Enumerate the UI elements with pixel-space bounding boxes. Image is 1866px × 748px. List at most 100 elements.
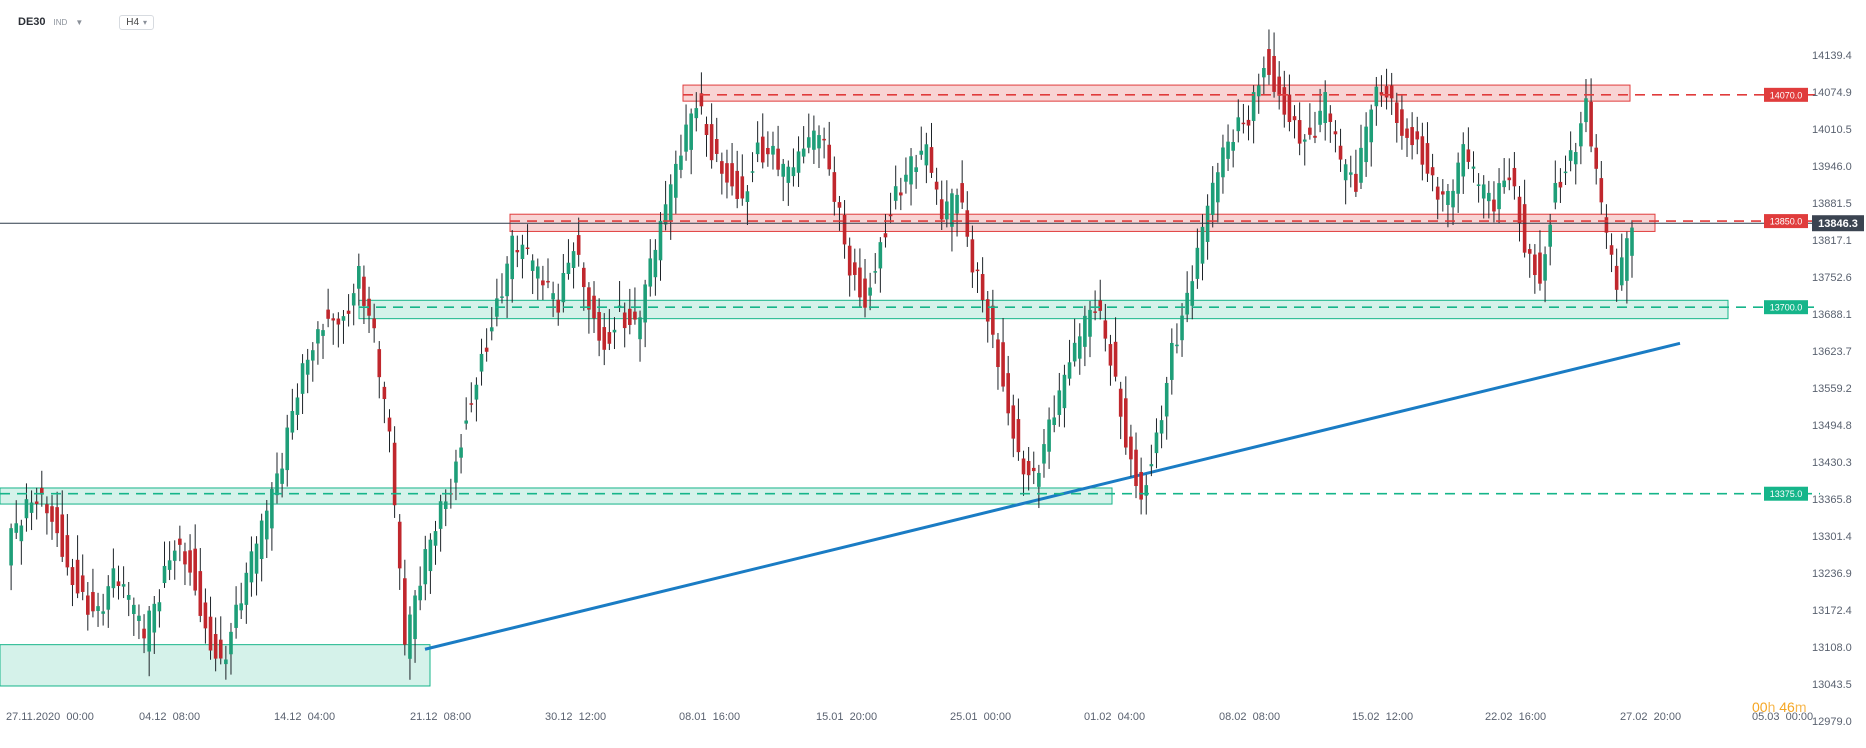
candle [924,144,929,166]
candle [500,296,504,298]
candle [1072,342,1077,362]
candle [801,148,806,157]
candle [1487,192,1491,202]
candle [1441,191,1445,195]
candle [1354,173,1358,192]
candle [1512,167,1517,187]
candle [254,543,259,574]
candle [1272,55,1276,92]
support-13375-label: 13375.0 [1770,489,1803,499]
candle [745,191,750,202]
x-tick-label: 22.02 16:00 [1485,711,1546,723]
candle [377,349,382,378]
level-zones [0,84,1729,687]
candle [1190,281,1195,306]
candle [357,265,361,289]
chevron-down-icon[interactable]: ▼ [75,17,84,27]
candle [551,293,555,300]
candle [1057,390,1062,415]
candle [1001,342,1005,387]
candle [1630,227,1634,256]
candle [1267,49,1271,75]
resistance-13850-label: 13850.0 [1770,217,1803,227]
candle [1425,143,1430,174]
candle [9,528,13,566]
candle [433,531,438,546]
candle [576,235,581,255]
candle [326,309,330,319]
candle [408,614,412,659]
countdown-minutes: 46 [1779,699,1795,715]
candle [776,148,780,170]
candle [65,535,70,568]
candle [766,147,770,155]
candle [121,584,126,587]
level-labels: 14070.0 13850.0 13700.0 13375.0 13846.3 [1764,87,1864,501]
candle [1394,102,1399,123]
candle [822,138,826,141]
candle [1369,109,1374,143]
candle [1625,238,1629,281]
candle [310,350,315,361]
candle [1292,116,1297,121]
candle [367,298,371,316]
candle [1175,344,1179,347]
candle [975,269,980,272]
y-tick-label: 14010.5 [1812,124,1852,136]
candle [1159,420,1164,434]
candle [1216,172,1220,203]
x-tick-label: 08.01 16:00 [679,711,740,723]
candle [50,506,54,522]
support-13700-zone[interactable] [358,299,1729,320]
candle [464,420,468,424]
y-axis: 14139.4 14074.9 14010.5 13946.0 13881.5 13817… [1812,50,1852,728]
candle [428,539,433,572]
candle [418,585,422,601]
candle [249,551,254,583]
candle [484,347,489,352]
candle [1558,181,1563,188]
candle [1308,127,1312,135]
y-tick-label: 13946.0 [1812,161,1852,173]
x-tick-label: 25.01 00:00 [950,711,1011,723]
candle [980,274,985,301]
candle [674,163,678,198]
candle [950,193,954,227]
candle [229,631,233,655]
candle [1364,126,1368,163]
candle [955,194,959,214]
candle [285,427,290,471]
x-tick-label: 08.02 08:00 [1219,711,1280,723]
trendline[interactable] [424,341,1681,651]
candle [1226,141,1230,159]
candle [827,144,832,170]
candle [893,186,898,201]
candle [126,594,131,600]
candle [970,239,975,273]
candle [1297,120,1302,144]
candle [1400,109,1404,136]
timeframe-select[interactable]: H4 ▾ [119,14,155,30]
candle [1098,300,1103,311]
symbol-name[interactable]: DE30 [18,16,46,28]
candle [781,163,786,177]
candle [1180,315,1184,341]
candle [1031,467,1036,472]
candle [1287,94,1292,122]
x-tick-label: 30.12 12:00 [545,711,606,723]
candle [939,199,944,220]
support-13375-zone[interactable] [0,487,1113,505]
candle [883,233,888,238]
x-tick-label: 27.02 20:00 [1620,711,1681,723]
candle [1553,183,1558,203]
candle [321,330,325,336]
candle [689,113,693,150]
x-axis: 27.11.2020 00:00 04.12 08:00 14.12 04:00 21… [6,711,1813,723]
candle [70,567,75,586]
candle [351,293,356,306]
candle [1338,145,1343,160]
candle [709,124,714,161]
resistance-14070-zone[interactable] [682,84,1631,102]
y-tick-label: 13752.6 [1812,272,1852,284]
